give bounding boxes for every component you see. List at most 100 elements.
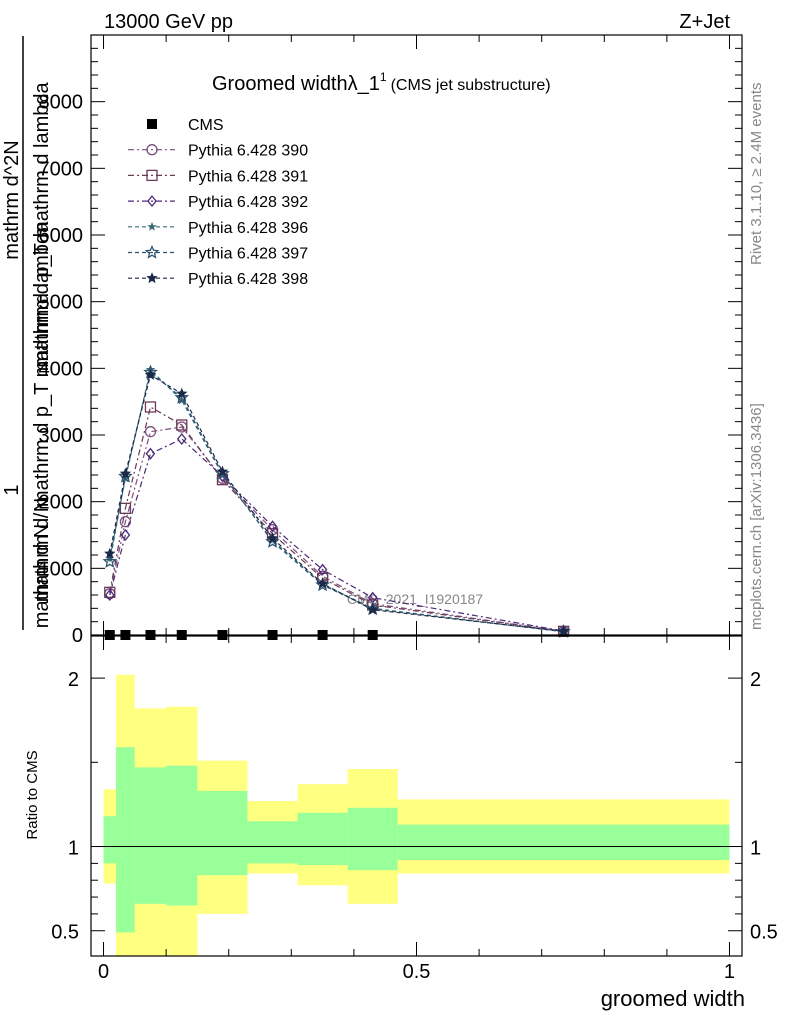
legend-marker bbox=[146, 169, 158, 182]
legend-marker bbox=[146, 144, 158, 156]
ratio-ytick-label: 0.5 bbox=[51, 922, 79, 944]
main-ytick-label: 8000 bbox=[39, 92, 84, 114]
main-ytick-label: 4000 bbox=[39, 358, 84, 380]
legend-item: Pythia 6.428 396 bbox=[128, 220, 308, 237]
data-point bbox=[105, 553, 115, 563]
main-x-ticks bbox=[103, 35, 730, 635]
series-397 bbox=[102, 364, 571, 638]
legend-item: Pythia 6.428 392 bbox=[128, 194, 308, 211]
ratio-frame bbox=[90, 635, 743, 957]
ratio-y-axis-label: Ratio to CMS bbox=[24, 750, 41, 839]
series-line bbox=[109, 438, 564, 632]
chart-title-main: Groomed widthλ_1 bbox=[212, 73, 380, 95]
series-line bbox=[109, 371, 564, 633]
series-391 bbox=[104, 401, 570, 637]
data-point bbox=[315, 577, 330, 592]
main-ytick-label: 2000 bbox=[39, 492, 84, 514]
ratio-ytick-label-right: 1 bbox=[750, 838, 761, 860]
legend-label: Pythia 6.428 396 bbox=[188, 220, 308, 237]
series-396 bbox=[105, 364, 569, 636]
ylabel-fraction-den: mathrm d N bbox=[31, 498, 53, 602]
ratio-y-ticks: 0.5 0.5 1 1 2 2 bbox=[51, 669, 778, 944]
main-ytick-label: 0 bbox=[72, 625, 83, 647]
data-point bbox=[120, 528, 131, 542]
main-ytick-label: 3000 bbox=[39, 425, 84, 447]
main-series bbox=[102, 364, 571, 640]
data-point bbox=[367, 603, 379, 615]
mcplots-label: mcplots.cern.ch [arXiv:1306.3436] bbox=[748, 403, 765, 630]
data-point bbox=[104, 586, 116, 598]
ylabel-middle-den: mathrm d p_T mathrm d lambda bbox=[31, 81, 53, 367]
legend-label: Pythia 6.428 391 bbox=[188, 168, 308, 185]
ratio-band-inner bbox=[103, 816, 117, 864]
data-point bbox=[119, 516, 132, 528]
x-axis-label: groomed width bbox=[601, 986, 745, 1011]
chart-title: Groomed widthλ_11 (CMS jet substructure) bbox=[212, 70, 551, 95]
data-point bbox=[176, 419, 188, 431]
series-390 bbox=[104, 421, 570, 637]
data-point bbox=[118, 468, 133, 483]
ratio-band-inner bbox=[297, 812, 348, 866]
legend: CMS Pythia 6.428 390 Pythia 6.428 391 Pythi… bbox=[128, 117, 308, 288]
series-line bbox=[109, 374, 564, 632]
header-left: 13000 GeV pp bbox=[104, 11, 233, 33]
chart-title-sub: (CMS jet substructure) bbox=[391, 77, 551, 94]
ratio-band-inner bbox=[197, 790, 248, 876]
legend-item: Pythia 6.428 398 bbox=[128, 271, 308, 288]
data-point bbox=[176, 432, 187, 446]
series-line bbox=[109, 426, 564, 632]
main-ytick-label: 1000 bbox=[39, 558, 84, 580]
legend-item: Pythia 6.428 391 bbox=[128, 168, 308, 185]
chart-title-sup: 1 bbox=[380, 70, 387, 84]
ratio-panel: 0.5 0.51 12 2 0 0.5 1 Ratio to CMS groomed wi… bbox=[24, 635, 778, 1011]
data-point bbox=[144, 369, 157, 380]
ratio-xtick-label: 1 bbox=[724, 961, 735, 983]
legend-marker bbox=[147, 221, 157, 231]
ratio-ytick-label: 2 bbox=[68, 669, 79, 691]
legend-marker bbox=[144, 244, 160, 259]
data-point bbox=[215, 465, 230, 480]
rivet-label: Rivet 3.1.10, ≥ 2.4M events bbox=[748, 83, 765, 266]
series-line bbox=[109, 406, 564, 632]
data-point bbox=[145, 447, 156, 460]
legend-label: CMS bbox=[188, 117, 224, 134]
data-point bbox=[176, 387, 188, 399]
legend-marker bbox=[147, 195, 157, 208]
main-ytick-label: 7000 bbox=[39, 158, 84, 180]
data-point bbox=[104, 547, 116, 559]
ratio-band-inner bbox=[134, 767, 167, 904]
legend-label: Pythia 6.428 390 bbox=[188, 143, 308, 160]
legend-label: Pythia 6.428 398 bbox=[188, 271, 308, 288]
data-point bbox=[316, 577, 329, 589]
ratio-band-inner bbox=[166, 765, 198, 906]
data-point bbox=[317, 563, 328, 576]
data-point bbox=[104, 588, 115, 602]
main-ytick-label: 6000 bbox=[39, 225, 84, 247]
ratio-ytick-label: 1 bbox=[68, 838, 79, 860]
series-392 bbox=[104, 432, 569, 638]
header-right: Z+Jet bbox=[679, 11, 730, 33]
ratio-band-inner bbox=[116, 747, 135, 933]
legend-label: Pythia 6.428 397 bbox=[188, 246, 308, 263]
ratio-ytick-label-right: 2 bbox=[750, 669, 761, 691]
legend-marker bbox=[146, 272, 158, 284]
ratio-xtick-label: 0.5 bbox=[403, 961, 431, 983]
ratio-band-inner bbox=[397, 824, 730, 860]
legend-marker bbox=[147, 119, 157, 129]
main-y-ticks bbox=[91, 47, 742, 636]
ratio-ytick-label-right: 0.5 bbox=[750, 922, 778, 944]
ratio-xtick-label: 0 bbox=[98, 961, 109, 983]
data-point bbox=[217, 470, 228, 479]
ratio-x-ticks: 0 0.5 1 bbox=[98, 636, 735, 983]
data-point bbox=[144, 401, 157, 413]
ylabel-middle: mathrm d^2N bbox=[1, 140, 23, 259]
data-point bbox=[102, 554, 118, 568]
series-line bbox=[109, 368, 564, 633]
ratio-band-inner bbox=[347, 807, 398, 871]
ratio-bands bbox=[103, 674, 730, 956]
main-ytick-label: 5000 bbox=[39, 292, 84, 314]
data-point bbox=[557, 625, 570, 637]
data-point bbox=[267, 520, 278, 533]
data-point bbox=[144, 426, 157, 438]
